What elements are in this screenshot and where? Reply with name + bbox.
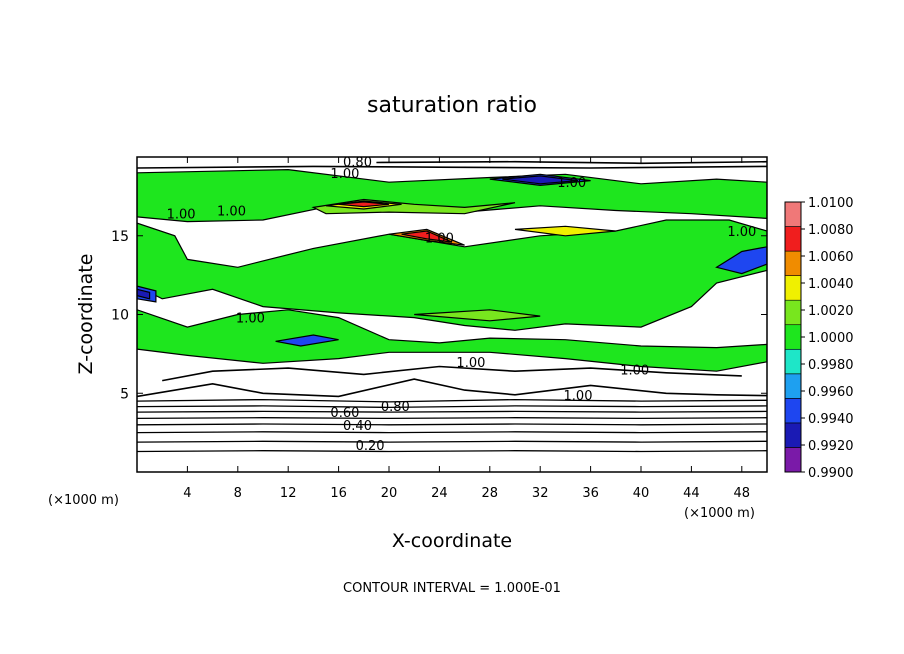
contour-label: 1.00 <box>167 208 196 223</box>
colorbar-label: 1.0040 <box>808 277 854 292</box>
contour-label: 1.00 <box>620 364 649 379</box>
colour-region <box>137 169 767 222</box>
colorbar-label: 0.9920 <box>808 439 854 454</box>
region-outline <box>414 309 541 322</box>
y-axis-label: Z-coordinate <box>75 254 97 375</box>
x-tick-label: 44 <box>683 486 700 501</box>
colorbar-label: 1.0060 <box>808 250 854 265</box>
contour-label: 1.00 <box>217 205 246 220</box>
y-tick-label: 10 <box>111 308 129 324</box>
x-unit-label-left: (×1000 m) <box>48 493 119 508</box>
contour-line <box>137 378 767 398</box>
contour-label: 1.00 <box>425 231 454 246</box>
colorbar-swatch <box>784 447 802 473</box>
contour-line <box>376 160 767 165</box>
x-axis-ticks: 4 8 12 16 20 24 28 32 36 40 44 48 <box>183 157 750 501</box>
contour-interval-note: CONTOUR INTERVAL = 1.000E-01 <box>343 581 561 596</box>
contour-label: 1.00 <box>330 167 359 182</box>
colour-region <box>137 309 767 372</box>
contour-line <box>137 165 767 169</box>
contour-label: 0.60 <box>330 406 359 421</box>
y-axis-ticks: 5 10 15 <box>111 229 767 402</box>
contour-label: 0.80 <box>343 156 372 171</box>
region-outline <box>137 288 151 300</box>
x-tick-label: 36 <box>582 486 599 501</box>
colorbar-label: 0.9900 <box>808 466 854 481</box>
region-outline <box>275 334 339 347</box>
region-outline <box>137 168 767 223</box>
colorbar-label: 0.9960 <box>808 385 854 400</box>
contour-line <box>137 405 767 409</box>
contour-label: 1.00 <box>727 225 756 240</box>
colorbar-label: 1.0020 <box>808 304 854 319</box>
x-tick-label: 28 <box>482 486 499 501</box>
x-unit-label-right: (×1000 m) <box>684 506 755 521</box>
colorbar-swatch <box>784 324 802 350</box>
colour-region <box>716 246 767 274</box>
colorbar-swatch <box>784 398 802 424</box>
contour-label: 1.00 <box>456 356 485 371</box>
colorbar-label: 1.0100 <box>808 196 854 211</box>
contour-line <box>137 423 767 426</box>
region-outline <box>137 285 157 303</box>
region-outline <box>388 228 465 246</box>
x-axis-label: X-coordinate <box>392 530 512 552</box>
colorbar-label: 0.9980 <box>808 358 854 373</box>
colour-regions <box>137 168 767 372</box>
contour-line <box>137 410 767 413</box>
y-tick-label: 5 <box>120 386 129 402</box>
x-tick-label: 32 <box>532 486 549 501</box>
colour-region <box>137 220 767 331</box>
x-tick-label: 16 <box>330 486 347 501</box>
chart-title: saturation ratio <box>367 93 537 118</box>
colorbar: 1.0100 1.0080 1.0060 1.0040 1.0020 1.0000 0.99… <box>784 196 854 481</box>
colorbar-label: 0.9940 <box>808 412 854 427</box>
region-outline <box>514 225 616 237</box>
contour-label: 0.80 <box>381 400 410 415</box>
colorbar-label: 1.0000 <box>808 331 854 346</box>
contour-label: 1.00 <box>557 176 586 191</box>
contour-label: 1.00 <box>236 312 265 327</box>
region-outline <box>715 246 767 275</box>
contour-line <box>137 417 767 420</box>
contour-label: 1.00 <box>564 389 593 404</box>
region-outline <box>311 198 516 215</box>
x-tick-label: 20 <box>381 486 398 501</box>
contour-label: 0.40 <box>343 419 372 434</box>
colorbar-swatch <box>784 373 802 399</box>
y-tick-label: 15 <box>111 229 129 245</box>
colorbar-swatch <box>784 299 802 326</box>
x-tick-label: 40 <box>633 486 650 501</box>
colorbar-swatch <box>784 348 802 375</box>
region-outline <box>489 173 591 187</box>
contour-line <box>162 365 742 382</box>
x-tick-label: 4 <box>183 486 191 501</box>
contour-lines <box>137 160 767 453</box>
region-outline <box>137 309 767 372</box>
contour-line <box>137 398 767 403</box>
contour-line <box>137 440 767 443</box>
contour-line <box>137 450 767 453</box>
x-tick-label: 24 <box>431 486 448 501</box>
contour-line <box>137 431 767 434</box>
colorbar-swatch <box>784 201 802 227</box>
x-tick-label: 12 <box>280 486 297 501</box>
contour-label: 0.20 <box>356 439 385 454</box>
region-outline <box>137 219 767 331</box>
region-outline <box>338 201 390 208</box>
x-tick-label: 8 <box>234 486 242 501</box>
colorbar-label: 1.0080 <box>808 223 854 238</box>
plot-area: 0.200.400.60 0.801.001.001.001.001.001.00… <box>111 156 768 501</box>
colorbar-swatch <box>784 250 802 276</box>
colour-region <box>275 335 339 346</box>
region-outline <box>401 230 453 243</box>
contour-labels: 0.200.400.60 0.801.001.001.001.001.001.00… <box>167 156 757 455</box>
region-outline <box>502 175 579 185</box>
colour-region <box>401 231 452 243</box>
colorbar-swatch <box>784 275 802 301</box>
x-tick-label: 48 <box>734 486 751 501</box>
colorbar-swatch <box>784 226 802 252</box>
colorbar-swatch <box>784 422 802 448</box>
